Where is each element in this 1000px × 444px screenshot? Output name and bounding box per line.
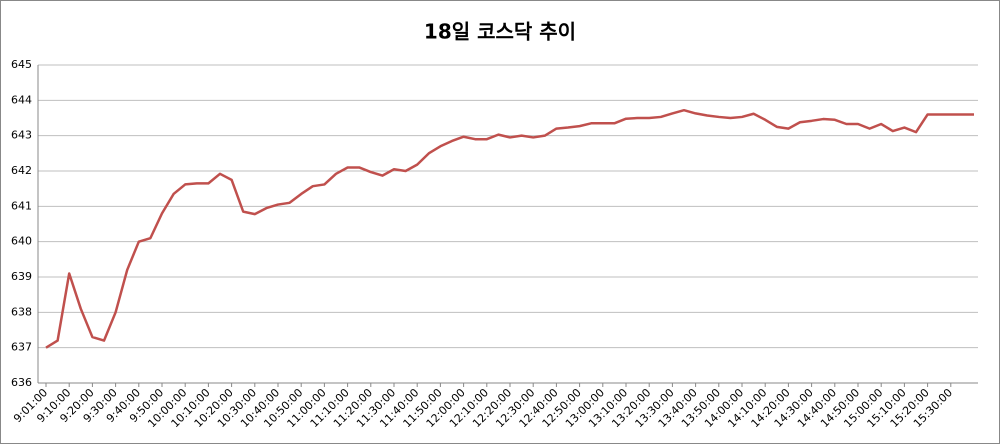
y-tick-label: 641 bbox=[11, 199, 32, 212]
y-tick-label: 639 bbox=[11, 270, 32, 283]
y-tick-label: 644 bbox=[11, 93, 32, 106]
y-tick-label: 642 bbox=[11, 164, 32, 177]
y-tick-label: 645 bbox=[11, 58, 32, 71]
chart-title: 18일 코스닥 추이 bbox=[424, 20, 576, 44]
y-tick-label: 636 bbox=[11, 376, 32, 389]
line-series bbox=[45, 108, 974, 349]
y-tick-label: 643 bbox=[11, 129, 32, 142]
y-tick-label: 640 bbox=[11, 235, 32, 248]
y-tick-label: 637 bbox=[11, 341, 32, 354]
y-tick-label: 638 bbox=[11, 305, 32, 318]
